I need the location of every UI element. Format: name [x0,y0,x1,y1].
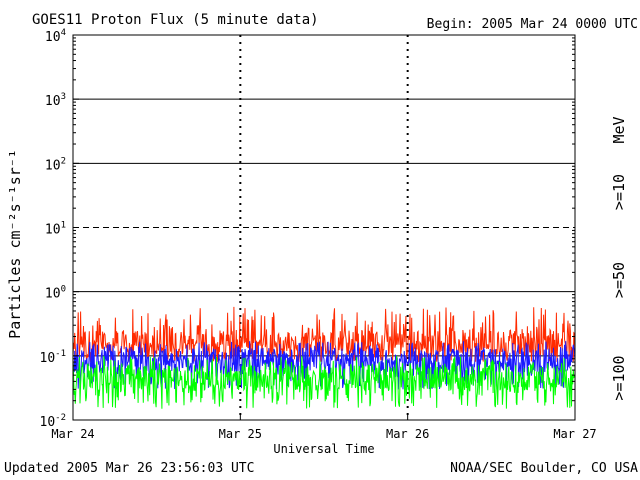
legend-series-label: >=10 [610,174,628,210]
x-tick-label: Mar 24 [51,427,94,441]
begin-label: Begin: 2005 Mar 24 0000 UTC [427,17,638,32]
chart-grid [73,35,575,420]
legend: MeV >=10 >=50 >=100 [610,116,628,400]
y-tick-label: 102 [45,156,66,173]
footer-credit: NOAA/SEC Boulder, CO USA [450,461,638,476]
y-tick-label: 10-1 [40,349,67,366]
legend-unit-label: MeV [610,116,628,143]
y-tick-label: 101 [45,221,66,238]
footer-updated: Updated 2005 Mar 26 23:56:03 UTC [4,461,254,476]
series-line [72,306,576,363]
y-tick-label: 100 [45,285,66,302]
legend-series-label: >=50 [610,262,628,298]
x-tick-label: Mar 25 [219,427,262,441]
y-tick-label: 103 [45,92,66,109]
series-line [72,355,576,409]
y-tick-label: 104 [45,28,66,45]
x-tick-label: Mar 27 [553,427,596,441]
x-tick-label: Mar 26 [386,427,429,441]
x-axis-label: Universal Time [273,442,374,456]
x-tick-labels: Mar 24 Mar 25 Mar 26 Mar 27 [51,414,597,441]
y-tick-labels: 10-2 10-1 100 101 102 103 104 [40,28,575,430]
chart-series [72,306,576,409]
y-axis-label: Particles cm⁻²s⁻¹sr⁻¹ [6,149,24,339]
legend-series-label: >=100 [610,355,628,400]
y-tick-label: 10-2 [40,413,67,430]
chart-title: GOES11 Proton Flux (5 minute data) [32,12,319,28]
